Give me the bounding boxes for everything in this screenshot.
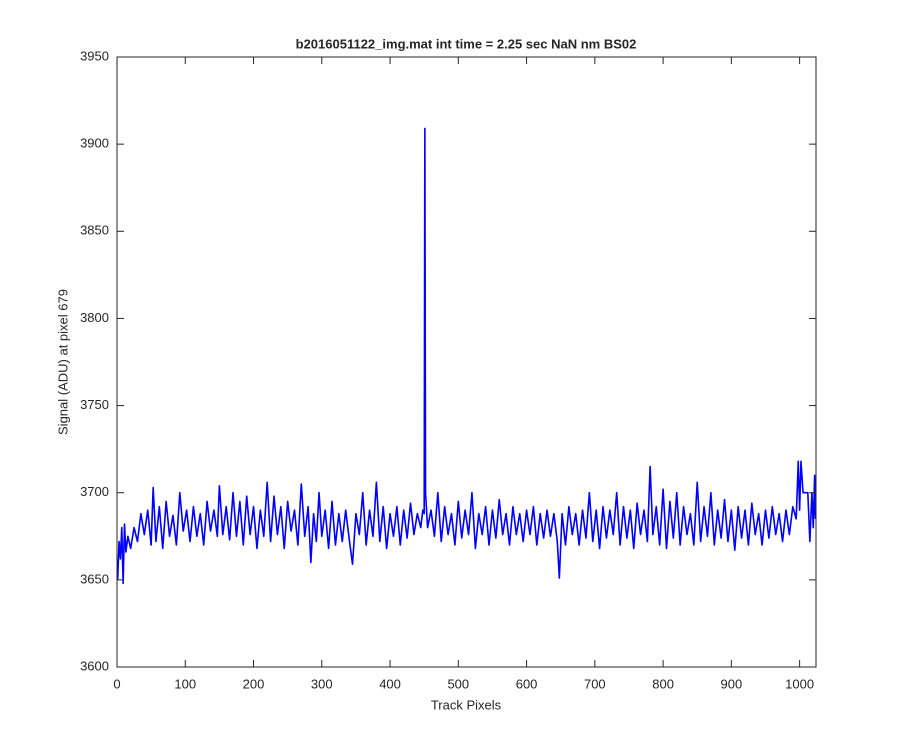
x-tick-label: 600 [516, 676, 538, 691]
plot-frame [116, 56, 817, 668]
data-line [116, 127, 817, 585]
x-tick-label: 100 [174, 676, 196, 691]
y-tick-label: 3750 [80, 397, 109, 412]
y-tick-label: 3800 [80, 310, 109, 325]
x-tick-label: 500 [447, 676, 469, 691]
x-tick-label: 200 [243, 676, 265, 691]
x-tick-label: 0 [113, 676, 120, 691]
x-tick-label: 300 [311, 676, 333, 691]
x-axis-label: Track Pixels [431, 697, 502, 712]
x-tick-label: 700 [584, 676, 606, 691]
y-tick-label: 3950 [80, 48, 109, 63]
y-tick-label: 3850 [80, 223, 109, 238]
x-tick-label: 900 [721, 676, 743, 691]
x-tick-label: 800 [652, 676, 674, 691]
y-tick-label: 3700 [80, 484, 109, 499]
y-axis-label: Signal (ADU) at pixel 679 [55, 289, 70, 435]
x-tick-label: 400 [379, 676, 401, 691]
y-tick-label: 3900 [80, 136, 109, 151]
y-tick-label: 3600 [80, 658, 109, 673]
chart-title: b2016051122_img.mat int time = 2.25 sec … [296, 36, 637, 51]
y-tick-label: 3650 [80, 571, 109, 586]
x-tick-label: 1000 [785, 676, 814, 691]
